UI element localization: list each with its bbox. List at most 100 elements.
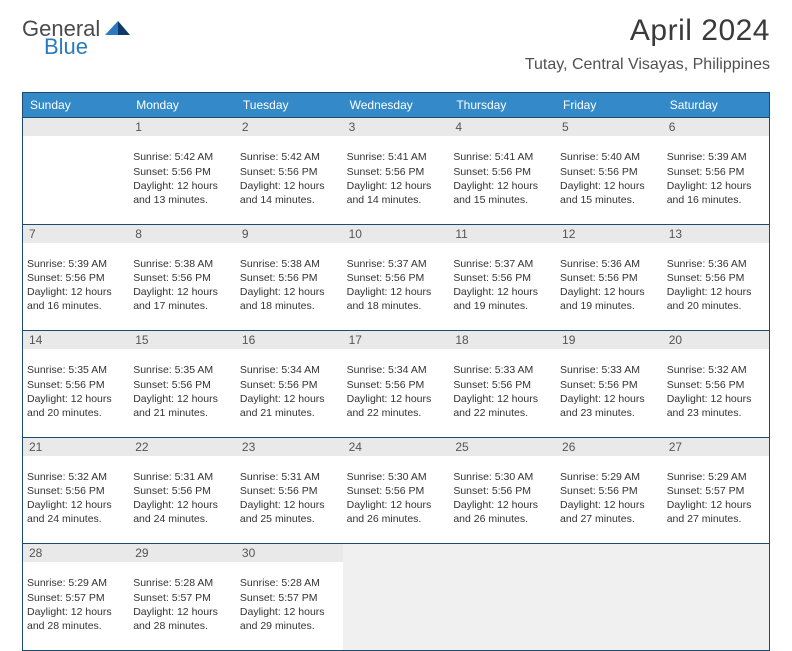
day-10-cell: Sunrise: 5:37 AMSunset: 5:56 PMDaylight:… bbox=[343, 243, 450, 331]
week-0-body: Sunrise: 5:42 AMSunset: 5:56 PMDaylight:… bbox=[23, 136, 770, 224]
day-23-d1: Daylight: 12 hours bbox=[240, 498, 339, 512]
day-4-ss: Sunset: 5:56 PM bbox=[453, 165, 552, 179]
day-16-ss: Sunset: 5:56 PM bbox=[240, 378, 339, 392]
day-18-d2: and 22 minutes. bbox=[453, 406, 552, 420]
empty-daynum bbox=[663, 544, 770, 563]
day-18-cell: Sunrise: 5:33 AMSunset: 5:56 PMDaylight:… bbox=[449, 349, 556, 437]
empty-daynum bbox=[343, 544, 450, 563]
day-3-sr: Sunrise: 5:41 AM bbox=[347, 150, 446, 164]
day-21-cell: Sunrise: 5:32 AMSunset: 5:56 PMDaylight:… bbox=[23, 456, 130, 544]
day-6-cell: Sunrise: 5:39 AMSunset: 5:56 PMDaylight:… bbox=[663, 136, 770, 224]
day-29-cell: Sunrise: 5:28 AMSunset: 5:57 PMDaylight:… bbox=[129, 562, 236, 650]
day-19-ss: Sunset: 5:56 PM bbox=[560, 378, 659, 392]
day-4-sr: Sunrise: 5:41 AM bbox=[453, 150, 552, 164]
day-21-sr: Sunrise: 5:32 AM bbox=[27, 470, 125, 484]
dow-saturday: Saturday bbox=[663, 93, 770, 118]
day-2-details: Sunrise: 5:42 AMSunset: 5:56 PMDaylight:… bbox=[236, 148, 343, 211]
day-25-d2: and 26 minutes. bbox=[453, 512, 552, 526]
day-19-d1: Daylight: 12 hours bbox=[560, 392, 659, 406]
day-26-sr: Sunrise: 5:29 AM bbox=[560, 470, 659, 484]
dow-tuesday: Tuesday bbox=[236, 93, 343, 118]
day-27-details: Sunrise: 5:29 AMSunset: 5:57 PMDaylight:… bbox=[663, 468, 769, 531]
day-17-d1: Daylight: 12 hours bbox=[347, 392, 446, 406]
day-21-d1: Daylight: 12 hours bbox=[27, 498, 125, 512]
day-6-sr: Sunrise: 5:39 AM bbox=[667, 150, 765, 164]
day-10-details: Sunrise: 5:37 AMSunset: 5:56 PMDaylight:… bbox=[343, 255, 450, 318]
day-21-ss: Sunset: 5:56 PM bbox=[27, 484, 125, 498]
day-7-num: 7 bbox=[23, 224, 130, 243]
day-15-details: Sunrise: 5:35 AMSunset: 5:56 PMDaylight:… bbox=[129, 361, 236, 424]
day-4-cell: Sunrise: 5:41 AMSunset: 5:56 PMDaylight:… bbox=[449, 136, 556, 224]
week-1-nums: 78910111213 bbox=[23, 224, 770, 243]
logo-text-2: Blue bbox=[44, 34, 88, 59]
day-15-d2: and 21 minutes. bbox=[133, 406, 232, 420]
day-7-details: Sunrise: 5:39 AMSunset: 5:56 PMDaylight:… bbox=[23, 255, 129, 318]
day-28-sr: Sunrise: 5:29 AM bbox=[27, 576, 125, 590]
day-28-d2: and 28 minutes. bbox=[27, 619, 125, 633]
day-28-details: Sunrise: 5:29 AMSunset: 5:57 PMDaylight:… bbox=[23, 574, 129, 637]
day-3-details: Sunrise: 5:41 AMSunset: 5:56 PMDaylight:… bbox=[343, 148, 450, 211]
day-18-sr: Sunrise: 5:33 AM bbox=[453, 363, 552, 377]
day-25-sr: Sunrise: 5:30 AM bbox=[453, 470, 552, 484]
month-title: April 2024 bbox=[525, 14, 770, 48]
day-30-sr: Sunrise: 5:28 AM bbox=[240, 576, 339, 590]
day-1-sr: Sunrise: 5:42 AM bbox=[133, 150, 232, 164]
day-7-cell: Sunrise: 5:39 AMSunset: 5:56 PMDaylight:… bbox=[23, 243, 130, 331]
week-4-body: Sunrise: 5:29 AMSunset: 5:57 PMDaylight:… bbox=[23, 562, 770, 650]
day-27-sr: Sunrise: 5:29 AM bbox=[667, 470, 765, 484]
day-5-ss: Sunset: 5:56 PM bbox=[560, 165, 659, 179]
day-10-d1: Daylight: 12 hours bbox=[347, 285, 446, 299]
day-8-num: 8 bbox=[129, 224, 236, 243]
day-3-num: 3 bbox=[343, 118, 450, 137]
day-20-sr: Sunrise: 5:32 AM bbox=[667, 363, 765, 377]
calendar-table: SundayMondayTuesdayWednesdayThursdayFrid… bbox=[22, 92, 770, 651]
day-16-d1: Daylight: 12 hours bbox=[240, 392, 339, 406]
day-17-d2: and 22 minutes. bbox=[347, 406, 446, 420]
empty-daynum bbox=[556, 544, 663, 563]
dow-thursday: Thursday bbox=[449, 93, 556, 118]
day-16-sr: Sunrise: 5:34 AM bbox=[240, 363, 339, 377]
day-5-sr: Sunrise: 5:40 AM bbox=[560, 150, 659, 164]
day-1-cell: Sunrise: 5:42 AMSunset: 5:56 PMDaylight:… bbox=[129, 136, 236, 224]
day-13-ss: Sunset: 5:56 PM bbox=[667, 271, 765, 285]
day-20-details: Sunrise: 5:32 AMSunset: 5:56 PMDaylight:… bbox=[663, 361, 769, 424]
day-22-num: 22 bbox=[129, 437, 236, 456]
day-6-details: Sunrise: 5:39 AMSunset: 5:56 PMDaylight:… bbox=[663, 148, 769, 211]
day-11-d2: and 19 minutes. bbox=[453, 299, 552, 313]
week-2-body: Sunrise: 5:35 AMSunset: 5:56 PMDaylight:… bbox=[23, 349, 770, 437]
day-14-details: Sunrise: 5:35 AMSunset: 5:56 PMDaylight:… bbox=[23, 361, 129, 424]
day-17-cell: Sunrise: 5:34 AMSunset: 5:56 PMDaylight:… bbox=[343, 349, 450, 437]
day-16-cell: Sunrise: 5:34 AMSunset: 5:56 PMDaylight:… bbox=[236, 349, 343, 437]
day-6-num: 6 bbox=[663, 118, 770, 137]
day-9-d2: and 18 minutes. bbox=[240, 299, 339, 313]
week-1-body: Sunrise: 5:39 AMSunset: 5:56 PMDaylight:… bbox=[23, 243, 770, 331]
day-14-ss: Sunset: 5:56 PM bbox=[27, 378, 125, 392]
day-27-d2: and 27 minutes. bbox=[667, 512, 765, 526]
day-9-num: 9 bbox=[236, 224, 343, 243]
day-4-d2: and 15 minutes. bbox=[453, 193, 552, 207]
day-2-d2: and 14 minutes. bbox=[240, 193, 339, 207]
day-22-d2: and 24 minutes. bbox=[133, 512, 232, 526]
day-8-d2: and 17 minutes. bbox=[133, 299, 232, 313]
day-12-ss: Sunset: 5:56 PM bbox=[560, 271, 659, 285]
day-29-details: Sunrise: 5:28 AMSunset: 5:57 PMDaylight:… bbox=[129, 574, 236, 637]
day-4-d1: Daylight: 12 hours bbox=[453, 179, 552, 193]
day-12-d1: Daylight: 12 hours bbox=[560, 285, 659, 299]
day-1-d1: Daylight: 12 hours bbox=[133, 179, 232, 193]
day-24-cell: Sunrise: 5:30 AMSunset: 5:56 PMDaylight:… bbox=[343, 456, 450, 544]
day-19-d2: and 23 minutes. bbox=[560, 406, 659, 420]
day-20-cell: Sunrise: 5:32 AMSunset: 5:56 PMDaylight:… bbox=[663, 349, 770, 437]
day-17-details: Sunrise: 5:34 AMSunset: 5:56 PMDaylight:… bbox=[343, 361, 450, 424]
day-7-d2: and 16 minutes. bbox=[27, 299, 125, 313]
day-13-d1: Daylight: 12 hours bbox=[667, 285, 765, 299]
day-23-ss: Sunset: 5:56 PM bbox=[240, 484, 339, 498]
dow-wednesday: Wednesday bbox=[343, 93, 450, 118]
day-16-d2: and 21 minutes. bbox=[240, 406, 339, 420]
day-11-sr: Sunrise: 5:37 AM bbox=[453, 257, 552, 271]
day-3-d1: Daylight: 12 hours bbox=[347, 179, 446, 193]
day-10-ss: Sunset: 5:56 PM bbox=[347, 271, 446, 285]
day-14-sr: Sunrise: 5:35 AM bbox=[27, 363, 125, 377]
day-2-cell: Sunrise: 5:42 AMSunset: 5:56 PMDaylight:… bbox=[236, 136, 343, 224]
day-6-d2: and 16 minutes. bbox=[667, 193, 765, 207]
day-5-details: Sunrise: 5:40 AMSunset: 5:56 PMDaylight:… bbox=[556, 148, 663, 211]
